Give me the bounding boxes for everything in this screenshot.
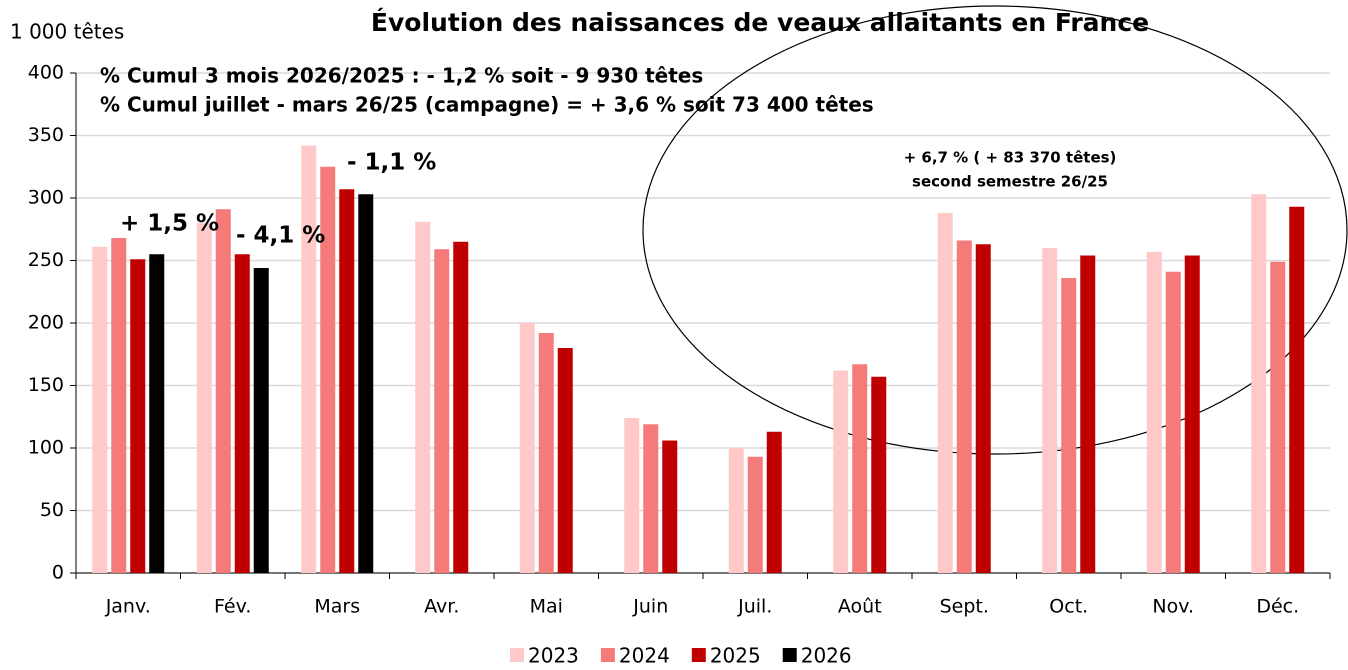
y-tick-label: 50: [40, 499, 64, 521]
bar: [1146, 251, 1162, 573]
bar: [130, 259, 146, 573]
annotation: - 1,1 %: [347, 150, 436, 176]
y-tick-label: 250: [28, 249, 64, 271]
y-axis-label: 1 000 têtes: [10, 20, 124, 44]
y-tick-label: 200: [28, 312, 64, 334]
legend-swatch: [510, 648, 524, 662]
bar: [519, 323, 535, 573]
y-tick-label: 300: [28, 187, 64, 209]
x-tick-label: Juin: [632, 596, 668, 618]
bar: [111, 238, 127, 573]
x-tick-label: Janv.: [105, 596, 151, 618]
x-tick-label: Avr.: [424, 596, 459, 618]
legend-swatch: [600, 648, 615, 662]
y-tick-label: 100: [28, 437, 64, 459]
chart-title: Évolution des naissances de veaux allait…: [371, 8, 1149, 37]
bar: [937, 213, 953, 573]
bar: [301, 145, 317, 573]
bar: [234, 254, 250, 573]
y-tick-label: 350: [28, 124, 64, 146]
x-tick-label: Nov.: [1152, 596, 1194, 618]
legend-swatch: [782, 648, 797, 662]
annotation: + 1,5 %: [120, 211, 219, 237]
bar: [1251, 194, 1267, 573]
bar: [196, 223, 212, 573]
bar: [434, 249, 450, 573]
bar: [852, 364, 868, 573]
legend-label: 2023: [528, 644, 579, 667]
y-tick-label: 150: [28, 374, 64, 396]
annotation: - 4,1 %: [236, 223, 325, 249]
bar: [833, 370, 849, 573]
x-tick-label: Août: [838, 596, 882, 618]
x-tick-label: Sept.: [940, 596, 989, 618]
legend-swatch: [691, 648, 706, 662]
x-tick-label: Déc.: [1256, 596, 1299, 618]
x-tick-label: Oct.: [1049, 596, 1088, 618]
bar: [358, 194, 374, 573]
annotation: % Cumul 3 mois 2026/2025 : - 1,2 % soit …: [100, 64, 703, 88]
highlight-ellipse: [642, 5, 1348, 455]
legend-label: 2026: [801, 644, 852, 667]
bar: [1270, 261, 1286, 573]
bar: [253, 268, 269, 573]
annotation: % Cumul juillet - mars 26/25 (campagne) …: [100, 93, 874, 117]
legend-label: 2025: [710, 644, 761, 667]
bar: [415, 221, 431, 573]
bar: [624, 418, 640, 573]
bar: [1184, 255, 1200, 573]
bar: [557, 348, 573, 573]
bar: [149, 254, 165, 573]
bar: [320, 166, 336, 573]
bar: [215, 209, 231, 573]
bar: [1289, 206, 1305, 573]
bar: [871, 376, 887, 573]
bar: [747, 456, 763, 573]
y-tick-label: 0: [52, 562, 64, 584]
bar: [339, 189, 355, 573]
x-tick-label: Mars: [314, 596, 360, 618]
bar: [766, 431, 782, 573]
legend-label: 2024: [619, 644, 670, 667]
bar: [975, 244, 991, 573]
bar: [1042, 248, 1058, 573]
bar: [728, 448, 744, 573]
bar: [1165, 271, 1181, 573]
bar: [1080, 255, 1096, 573]
bar: [92, 246, 108, 573]
bar: [538, 333, 554, 573]
bar: [1061, 278, 1077, 573]
x-tick-label: Fév.: [214, 596, 251, 618]
annotation: second semestre 26/25: [912, 173, 1108, 191]
y-tick-label: 400: [28, 62, 64, 84]
annotation: + 6,7 % ( + 83 370 têtes): [904, 149, 1117, 167]
bar: [956, 240, 972, 573]
bar: [662, 440, 678, 573]
bar: [643, 424, 659, 573]
x-tick-label: Mai: [530, 596, 563, 618]
bar: [453, 241, 469, 573]
x-tick-label: Juil.: [737, 596, 772, 618]
